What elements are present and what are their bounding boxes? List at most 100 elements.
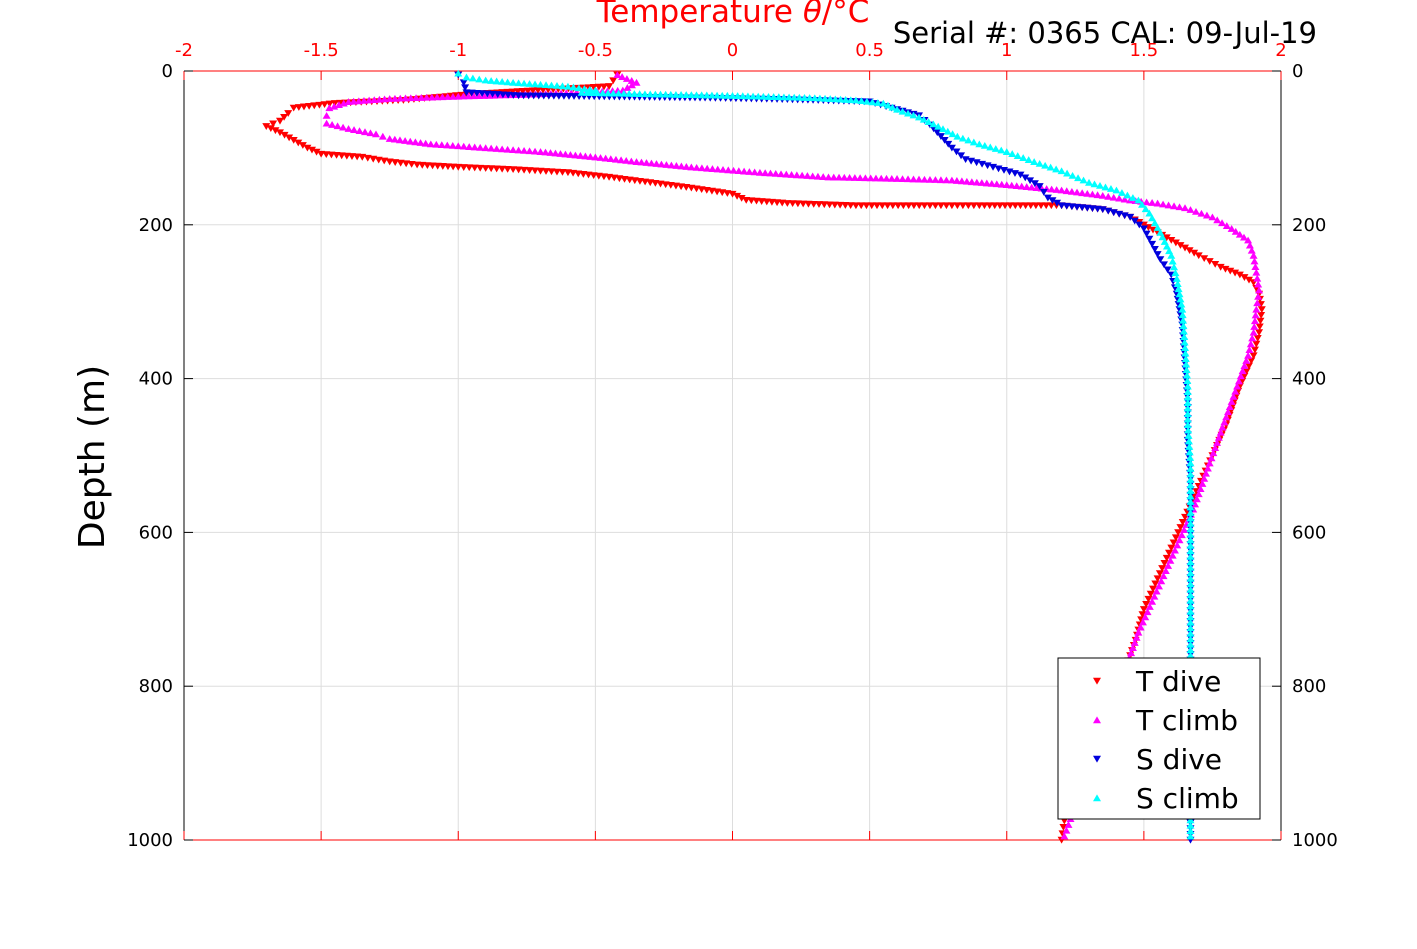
- data-point: [1221, 265, 1230, 273]
- data-point: [871, 174, 880, 182]
- data-point: [520, 79, 529, 87]
- data-point: [1252, 305, 1261, 313]
- data-point: [1240, 274, 1249, 281]
- legend-item: T climb: [1093, 704, 1238, 737]
- data-point: [830, 201, 839, 209]
- data-point: [766, 169, 775, 177]
- data-point: [749, 92, 758, 100]
- data-point: [820, 201, 829, 209]
- data-point: [841, 96, 850, 103]
- data-point: [657, 160, 666, 168]
- data-point: [492, 77, 501, 85]
- data-point: [614, 89, 623, 97]
- data-point: [898, 175, 907, 183]
- data-point: [1041, 161, 1050, 169]
- data-point: [1186, 629, 1195, 637]
- data-point: [785, 93, 794, 101]
- data-point: [862, 97, 871, 105]
- legend: T dive T climb S dive S climb: [1057, 657, 1261, 820]
- data-point: [469, 92, 478, 100]
- data-point: [298, 142, 307, 149]
- data-point: [1218, 219, 1227, 227]
- data-point: [303, 144, 312, 152]
- data-point: [1104, 192, 1113, 200]
- data-point: [1130, 639, 1139, 646]
- data-point: [1183, 404, 1192, 412]
- data-point: [953, 202, 962, 210]
- data-point: [980, 202, 989, 210]
- data-point: [1200, 474, 1209, 482]
- data-point: [1098, 191, 1107, 199]
- data-point: [514, 146, 523, 154]
- data-point: [1183, 393, 1192, 401]
- data-point: [493, 91, 502, 98]
- data-point: [1186, 827, 1195, 834]
- data-point: [1254, 280, 1263, 288]
- data-point: [1170, 546, 1179, 554]
- data-point: [1177, 531, 1186, 539]
- x-tick-label: 1: [1001, 40, 1012, 61]
- data-point: [809, 200, 818, 208]
- data-point: [1196, 485, 1205, 493]
- data-point: [1046, 163, 1055, 171]
- data-point: [566, 151, 575, 158]
- data-point: [982, 179, 991, 187]
- data-point: [1255, 323, 1264, 331]
- data-point: [1035, 159, 1044, 167]
- data-point: [733, 92, 742, 99]
- data-point: [1173, 541, 1182, 549]
- data-point: [925, 175, 934, 183]
- data-point: [1249, 352, 1258, 360]
- data-point: [1053, 199, 1062, 207]
- data-point: [627, 157, 636, 165]
- data-point: [868, 98, 877, 106]
- data-point: [682, 163, 691, 170]
- data-point: [1186, 585, 1195, 593]
- data-point: [1220, 418, 1229, 426]
- data-point: [468, 74, 477, 82]
- data-point: [509, 78, 518, 86]
- data-point: [1074, 174, 1083, 182]
- data-point: [1186, 635, 1195, 643]
- data-point: [1213, 216, 1222, 224]
- data-point: [1123, 191, 1132, 199]
- data-point: [542, 81, 551, 89]
- data-point: [1047, 185, 1056, 193]
- data-point: [474, 92, 483, 100]
- data-point: [964, 202, 973, 210]
- data-point: [1231, 387, 1240, 395]
- data-point: [627, 77, 636, 84]
- data-point: [1159, 572, 1168, 580]
- data-point: [953, 132, 962, 140]
- data-point: [1163, 266, 1172, 274]
- data-point: [1142, 600, 1151, 608]
- data-point: [1042, 202, 1051, 210]
- data-point: [692, 91, 701, 99]
- data-point: [877, 174, 886, 182]
- data-point: [729, 166, 738, 174]
- data-point: [1244, 236, 1253, 244]
- legend-items: T dive T climb S dive S climb: [1093, 665, 1239, 815]
- data-point: [503, 78, 512, 86]
- data-point: [470, 164, 479, 172]
- data-point: [1057, 186, 1066, 194]
- data-point: [836, 95, 845, 103]
- data-point: [606, 155, 615, 163]
- data-point: [275, 129, 284, 137]
- data-point: [1250, 323, 1259, 330]
- data-point: [777, 170, 786, 178]
- data-point: [799, 200, 808, 208]
- data-point: [733, 192, 742, 200]
- legend-label: S climb: [1136, 782, 1239, 815]
- data-point: [262, 123, 271, 130]
- data-point: [1240, 362, 1249, 369]
- data-point: [745, 168, 754, 175]
- data-point: [487, 165, 496, 173]
- data-point: [622, 156, 631, 164]
- legend-box: [1057, 657, 1261, 820]
- data-point: [627, 81, 636, 89]
- data-point: [1234, 377, 1243, 385]
- data-point: [525, 167, 534, 174]
- data-point: [1019, 154, 1028, 161]
- data-point: [1180, 338, 1189, 346]
